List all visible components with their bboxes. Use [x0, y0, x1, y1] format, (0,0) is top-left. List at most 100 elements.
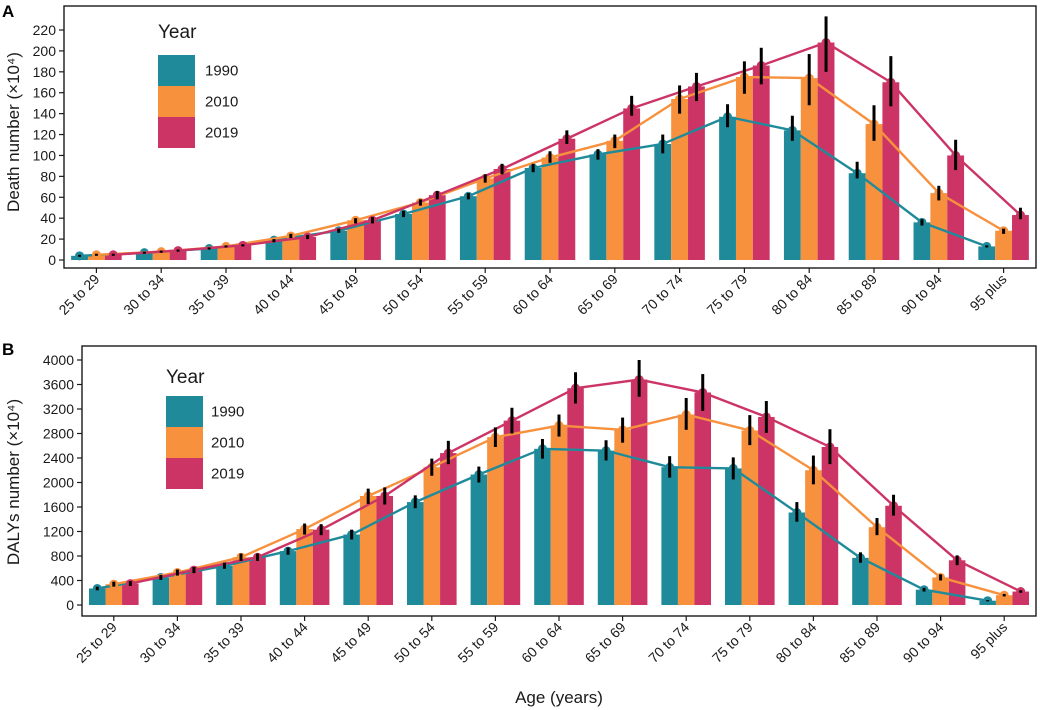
panel-a-bar-2019 [299, 237, 317, 260]
panel-b-ylabel: DALYs number (×10⁴) [4, 399, 23, 565]
panel-a-xtick-label: 25 to 29 [55, 271, 102, 318]
panel-b-ytick-label: 800 [51, 548, 75, 564]
panel-b-ytick-label: 2400 [43, 450, 74, 466]
panel-b-bar-2019 [567, 388, 584, 605]
panel-b-bar-1990 [661, 467, 678, 605]
panel-a-bar-2019 [1012, 215, 1029, 260]
panel-b-xtick-label: 50 to 54 [391, 619, 438, 666]
panel-b-legend-key-1990 [166, 396, 203, 427]
panel-a-bar-1990 [200, 248, 218, 260]
panel-b-ytick-label: 1600 [43, 499, 74, 515]
panel-a-bar-2010 [347, 220, 365, 260]
panel-b-bar-2019 [758, 416, 775, 605]
panel-b-bar-1990 [597, 450, 615, 605]
panel-a-xtick-label: 90 to 94 [898, 271, 945, 318]
panel-b-bar-2019 [1012, 591, 1030, 605]
panel-a-bar-2019 [947, 155, 965, 260]
panel-a-bar-2019 [558, 138, 576, 260]
panel-a-bar-2019 [234, 245, 252, 260]
panel-a-bar-1990 [913, 222, 931, 260]
panel-b-xtick-label: 40 to 44 [264, 619, 311, 666]
panel-b-xtick-label: 85 to 89 [836, 619, 883, 666]
panel-b-xtick-label: 80 to 84 [772, 619, 819, 666]
panel-b-bar-2010 [169, 572, 186, 605]
panel-a-letter: A [2, 2, 14, 21]
panel-b-ytick-label: 3600 [43, 377, 74, 393]
panel-b-bar-1990 [470, 474, 488, 605]
panel-a-bar-1990 [459, 196, 477, 260]
panel-a-ytick-label: 80 [40, 168, 56, 184]
panel-a-bar-2019 [493, 169, 511, 260]
panel-b-ytick-label: 0 [66, 597, 74, 613]
panel-a-bar-2010 [476, 178, 494, 260]
panel-b-xtick-label: 45 to 49 [327, 619, 374, 666]
panel-b-bar-2019 [185, 570, 203, 605]
panel-b-xtick-label: 30 to 34 [136, 619, 183, 666]
panel-b-ytick-label: 2800 [43, 426, 74, 442]
panel-a-bar-1990 [524, 168, 542, 260]
panel-a-bar-2010 [282, 235, 300, 260]
panel-a-xtick-label: 45 to 49 [315, 271, 362, 318]
panel-a-bar-2010 [606, 140, 624, 260]
panel-a-xtick-label: 35 to 39 [185, 271, 232, 318]
panel-a-legend-label-2019: 2019 [205, 125, 238, 142]
panel-a-xtick-label: 80 to 84 [768, 271, 815, 318]
panel-a-legend-title: Year [158, 22, 197, 43]
panel-a-bar-2019 [428, 195, 446, 260]
panel-a-bar-2019 [169, 250, 187, 260]
panel-b-bar-1990 [88, 588, 106, 605]
panel-b-bar-2010 [359, 495, 377, 605]
panel-a-xtick-label: 70 to 74 [639, 271, 686, 318]
panel-a-xtick-label: 95 plus [966, 271, 1009, 314]
panel-a-bar-2010 [541, 157, 559, 260]
panel-a: A Death number (×10⁴) 0 20 40 60 80 100 120 140… [2, 2, 1037, 318]
panel-b-xtick-label: 95 plus [967, 619, 1010, 662]
panel-a-ylabel: Death number (×10⁴) [4, 52, 23, 212]
panel-b-bar-2019 [312, 529, 330, 605]
panel-a-xtick-label: 75 to 79 [703, 271, 750, 318]
panel-a-xtick-label: 50 to 54 [379, 271, 426, 318]
panel-a-bar-2010 [800, 78, 818, 260]
panel-b-bar-2010 [614, 429, 631, 605]
panel-b-legend-label-2019: 2019 [211, 466, 244, 483]
panel-a-xtick-label: 60 to 64 [509, 271, 556, 318]
panel-a-bar-2010 [930, 193, 948, 260]
panel-a-ytick-label: 200 [33, 43, 57, 59]
panel-b-xtick-label: 70 to 74 [645, 619, 692, 666]
panel-a-bar-2019 [364, 220, 381, 260]
panel-a-bar-2019 [752, 65, 770, 260]
panel-b-bar-2010 [232, 557, 250, 605]
panel-a-bar-2019 [688, 86, 705, 260]
panel-b-legend-title: Year [166, 367, 205, 388]
panel-b-xtick-label: 25 to 29 [73, 619, 120, 666]
panel-a-bar-2010 [411, 202, 429, 260]
panel-a-legend-key-1990 [158, 55, 195, 86]
panel-a-ytick-label: 120 [33, 127, 57, 143]
panel-b-legend-label-2010: 2010 [211, 435, 244, 452]
panel-b-bar-2010 [487, 437, 504, 605]
panel-a-bar-1990 [978, 246, 996, 260]
panel-a-ytick-label: 60 [40, 189, 56, 205]
panel-a-bar-2010 [995, 230, 1013, 260]
panel-b-bar-1990 [852, 557, 869, 605]
panel-b-bar-1990 [724, 468, 742, 605]
panel-a-bar-2010 [217, 246, 235, 260]
panel-b-xtick-label: 90 to 94 [900, 619, 947, 666]
panel-b-bar-2019 [122, 583, 139, 605]
panel-b-bar-2010 [677, 414, 695, 605]
panel-b-xtick-label: 75 to 79 [709, 619, 756, 666]
panel-a-xtick-label: 65 to 69 [574, 271, 621, 318]
panel-a-bar-2010 [735, 77, 753, 260]
panel-a-legend-key-2019 [158, 117, 195, 148]
panel-a-ytick-label: 40 [40, 210, 56, 226]
panel-a-ytick-label: 220 [33, 22, 57, 38]
panel-b-letter: B [2, 340, 14, 359]
panel-b-bar-2019 [376, 495, 394, 605]
panel-b-ytick-label: 400 [51, 573, 75, 589]
panel-a-bar-2019 [623, 108, 641, 260]
panel-a-bar-2010 [671, 99, 689, 260]
panel-b-bar-1990 [343, 534, 360, 605]
panel-a-legend: Year 1990 2010 2019 [158, 22, 238, 148]
panel-b-bar-2010 [805, 470, 822, 605]
panel-a-legend-label-1990: 1990 [205, 63, 238, 80]
